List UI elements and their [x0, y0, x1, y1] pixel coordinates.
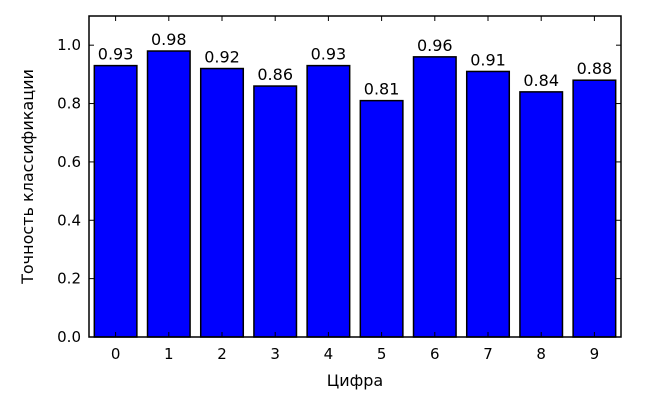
- x-tick-label-5: 5: [377, 345, 387, 363]
- x-tick-label-8: 8: [536, 345, 546, 363]
- data-label-4: 0.93: [311, 45, 347, 64]
- data-label-1: 0.98: [151, 30, 187, 49]
- x-tick-label-3: 3: [270, 345, 280, 363]
- bar-1: [146, 50, 191, 338]
- bar-5: [359, 99, 404, 338]
- bar-0: [93, 64, 138, 338]
- x-tick-label-2: 2: [217, 345, 227, 363]
- y-tick-label-1.0: 1.0: [57, 36, 81, 54]
- bar-7: [465, 70, 511, 338]
- y-axis: 0.0 0.2 0.4 0.6 0.8 1.0: [57, 36, 621, 346]
- x-tick-label-9: 9: [590, 345, 600, 363]
- x-axis-title: Цифра: [327, 371, 383, 390]
- plot-frame: [88, 15, 622, 338]
- y-tick-label-0.8: 0.8: [57, 95, 81, 113]
- data-label-2: 0.92: [204, 48, 240, 67]
- bar-6: [412, 56, 457, 338]
- data-label-0: 0.93: [98, 45, 134, 64]
- y-axis-title: Точность классификации: [18, 69, 37, 285]
- bar-8: [519, 91, 564, 338]
- x-tick-label-4: 4: [324, 345, 334, 363]
- x-tick-label-6: 6: [430, 345, 440, 363]
- data-label-6: 0.96: [417, 36, 453, 55]
- x-tick-label-7: 7: [483, 345, 493, 363]
- data-label-3: 0.86: [257, 65, 293, 84]
- data-label-8: 0.84: [523, 71, 559, 90]
- y-tick-label-0.0: 0.0: [57, 328, 81, 346]
- x-tick-label-1: 1: [164, 345, 174, 363]
- data-label-5: 0.81: [364, 80, 400, 99]
- data-labels-group: 0.93 0.98 0.92 0.86 0.93 0.81 0.96 0.91 0.84 0.88: [98, 30, 612, 99]
- bars-group: [93, 50, 617, 338]
- y-tick-label-0.6: 0.6: [57, 153, 81, 171]
- bar-4: [306, 64, 351, 338]
- x-tick-label-0: 0: [111, 345, 121, 363]
- y-tick-label-0.2: 0.2: [57, 270, 81, 288]
- bar-3: [253, 85, 298, 338]
- data-label-9: 0.88: [577, 59, 613, 78]
- data-label-7: 0.91: [470, 50, 506, 69]
- bar-9: [572, 79, 617, 338]
- bar-2: [199, 67, 245, 338]
- x-axis: 0 1 2 3 4 5 6 7 8 9: [111, 16, 599, 363]
- y-tick-label-0.4: 0.4: [57, 211, 81, 229]
